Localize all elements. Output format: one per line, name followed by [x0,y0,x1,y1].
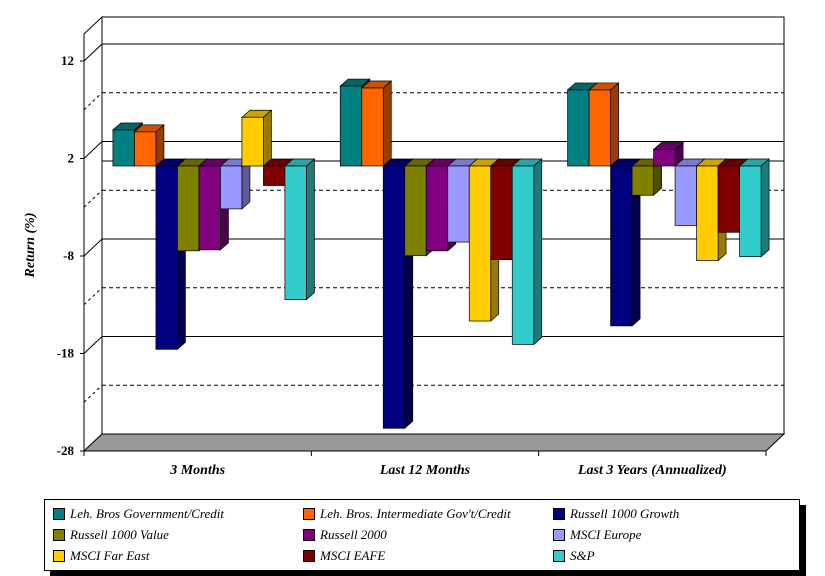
bar-side [610,82,619,167]
legend-swatch [553,550,565,562]
gridline-side [83,189,103,208]
bar [738,158,771,258]
bar-front [241,116,264,167]
y-axis-label: Return (%) [23,213,38,279]
bar [511,158,543,346]
y-tick-label: -28 [57,443,75,458]
bar [283,158,316,301]
bar-front [653,149,676,167]
gridline-side [83,336,103,354]
legend-item: MSCI EAFE [303,548,385,564]
legend-item: S&P [553,548,595,564]
legend-label: Leh. Bros. Intermediate Gov't/Credit [320,506,511,521]
bar-chart: 12 2 -8 -18 -28 3 Months Last 12 Months Last 3… [23,15,786,478]
bar [219,158,251,210]
bar-front [468,165,492,322]
bar [360,80,393,167]
bar [652,141,685,167]
legend: Leh. Bros Government/Credit Leh. Bros. In… [44,499,800,571]
y-tick-label: -8 [63,248,74,263]
gridline-side [83,238,103,257]
y-tick-label: 12 [61,53,74,68]
bar-front [382,165,406,429]
bar-front [361,87,384,167]
legend-swatch [553,529,565,541]
bar [588,82,620,167]
legend-swatch [303,508,315,520]
legend-item: Russell 2000 [303,527,387,543]
bar-front [263,165,286,186]
bar-side [533,158,543,346]
y-tick-label: 2 [68,151,75,166]
bar-front [404,165,427,257]
gridline-side [83,92,103,111]
legend-label: MSCI Europe [570,527,642,542]
gridline-side [83,287,103,306]
bar-front [220,165,243,210]
bar-front [610,165,633,327]
bar [609,158,642,327]
bar-front [631,165,654,196]
bar-front [198,165,221,251]
bar-front [177,165,200,252]
legend-swatch [303,550,315,562]
gridline-side [83,384,103,403]
bar-side [241,158,251,210]
bar-front [567,89,590,167]
legend-item: Russell 1000 Growth [553,506,679,522]
bar-front [155,165,178,350]
legend-item: MSCI Europe [553,527,641,543]
legend-label: Russell 1000 Growth [570,506,680,521]
bar-front [447,165,470,243]
bar-front [284,165,307,300]
legend-item: Russell 1000 Value [53,527,169,543]
bar-front [112,129,135,167]
category-label: Last 12 Months [379,463,471,478]
bar-front [588,89,611,167]
bar [133,124,165,167]
legend-label: Russell 2000 [320,527,387,542]
bar-front [511,165,535,345]
gridline-side [83,43,103,62]
legend-label: Leh. Bros Government/Credit [70,506,224,521]
bar [240,109,273,167]
bar-front [739,165,762,258]
bar-front [339,85,363,167]
bar-front [696,165,719,261]
category-label: Last 3 Years (Annualized) [577,463,727,478]
legend-swatch [53,508,65,520]
bar-side [263,109,272,167]
bar-front [674,165,697,226]
legend-swatch [53,529,65,541]
y-tick-label: -18 [57,346,75,361]
legend-label: MSCI Far East [70,548,150,563]
bar-front [134,131,157,167]
legend-item: Leh. Bros. Intermediate Gov't/Credit [303,506,511,522]
plot-floor [82,433,786,452]
bar-side [306,158,315,301]
legend-label: S&P [570,548,595,563]
bar-front [717,165,740,233]
legend-item: MSCI Far East [53,548,149,564]
bar-front [425,165,449,252]
legend-item: Leh. Bros Government/Credit [53,506,224,522]
legend-swatch [553,508,565,520]
gridline-side [83,141,103,159]
legend-label: MSCI EAFE [320,548,386,563]
legend-label: Russell 1000 Value [70,527,169,542]
bar-side [382,80,392,167]
bar-side [760,158,770,258]
bar-front [490,165,513,260]
legend-swatch [303,529,315,541]
plot-side-wall [83,15,103,453]
legend-swatch [53,550,65,562]
category-label: 3 Months [169,463,225,478]
